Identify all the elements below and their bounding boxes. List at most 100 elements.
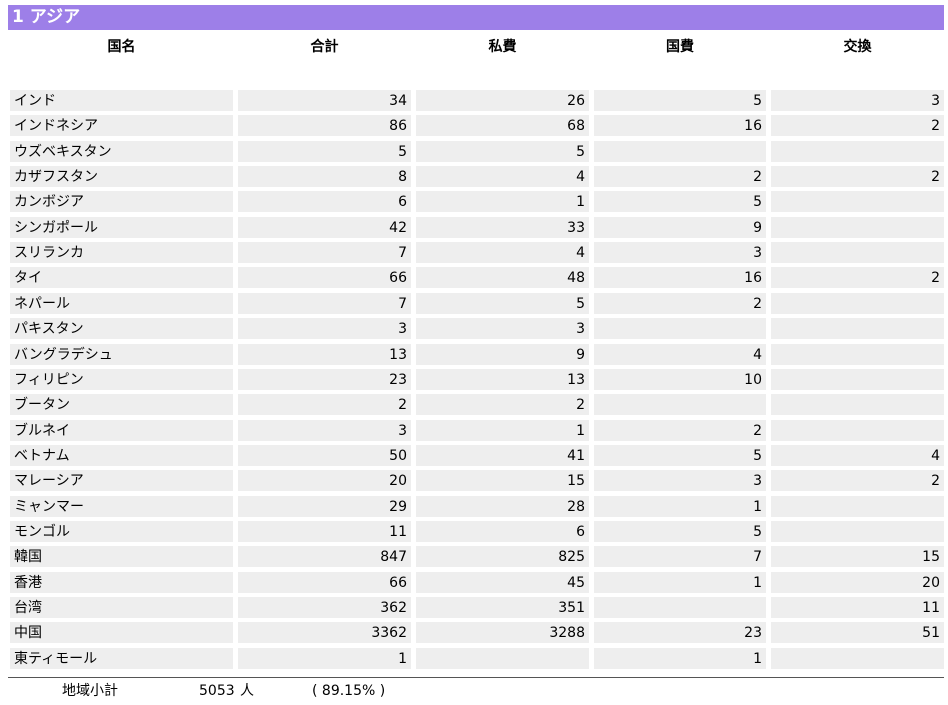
country-cell: タイ: [10, 267, 233, 289]
number-cell: 7: [594, 546, 766, 568]
country-cell: インドネシア: [10, 115, 233, 137]
number-cell: 5: [594, 444, 766, 466]
region-title: 1 アジア: [8, 5, 944, 30]
number-cell: 1: [416, 419, 589, 441]
number-cell: 11: [238, 520, 411, 542]
country-cell: インド: [10, 90, 233, 111]
number-cell: 48: [416, 267, 589, 289]
footer-label: 地域小計: [62, 683, 118, 699]
number-cell: 3: [771, 90, 944, 111]
number-cell: 3: [594, 242, 766, 264]
number-cell: [771, 520, 944, 542]
number-cell: 15: [416, 470, 589, 492]
number-cell: [771, 647, 944, 669]
country-cell: カザフスタン: [10, 166, 233, 188]
number-cell: 20: [238, 470, 411, 492]
country-cell: ミャンマー: [10, 495, 233, 517]
number-cell: [771, 216, 944, 238]
number-cell: 16: [594, 115, 766, 137]
country-cell: マレーシア: [10, 470, 233, 492]
country-cell: パキスタン: [10, 318, 233, 340]
number-cell: 86: [238, 115, 411, 137]
number-cell: 3288: [416, 622, 589, 644]
number-cell: 2: [594, 419, 766, 441]
country-cell: ブルネイ: [10, 419, 233, 441]
number-cell: [594, 597, 766, 618]
number-cell: [771, 242, 944, 264]
column-header: 国費: [666, 39, 694, 55]
number-cell: 11: [771, 597, 944, 618]
number-cell: 3: [238, 419, 411, 441]
number-cell: 5: [594, 520, 766, 542]
number-cell: 3: [238, 318, 411, 340]
footer-total: 5053: [199, 683, 235, 699]
number-cell: 10: [594, 368, 766, 390]
number-cell: 5: [416, 140, 589, 162]
number-cell: 2: [594, 166, 766, 188]
number-cell: 23: [238, 368, 411, 390]
number-cell: [771, 495, 944, 517]
number-cell: [771, 292, 944, 314]
number-cell: 8: [238, 166, 411, 188]
country-cell: スリランカ: [10, 242, 233, 264]
number-cell: [771, 394, 944, 416]
country-cell: 韓国: [10, 546, 233, 568]
number-cell: 1: [594, 647, 766, 669]
number-cell: 6: [416, 520, 589, 542]
country-cell: ウズベキスタン: [10, 140, 233, 162]
country-cell: 東ティモール: [10, 647, 233, 669]
number-cell: 29: [238, 495, 411, 517]
column-header: 交換: [843, 39, 872, 55]
number-cell: 42: [238, 216, 411, 238]
footer-unit: 人: [240, 683, 254, 699]
number-cell: 2: [238, 394, 411, 416]
country-cell: バングラデシュ: [10, 343, 233, 365]
number-cell: 825: [416, 546, 589, 568]
number-cell: 41: [416, 444, 589, 466]
number-cell: 68: [416, 115, 589, 137]
number-cell: 1: [416, 191, 589, 213]
number-cell: 45: [416, 571, 589, 593]
number-cell: 13: [238, 343, 411, 365]
number-cell: 2: [771, 166, 944, 188]
country-cell: 中国: [10, 622, 233, 644]
number-cell: 9: [416, 343, 589, 365]
number-cell: 2: [771, 470, 944, 492]
number-cell: [771, 419, 944, 441]
number-cell: [771, 140, 944, 162]
rule: [8, 677, 944, 678]
number-cell: [594, 318, 766, 340]
number-cell: 7: [238, 242, 411, 264]
country-cell: ブータン: [10, 394, 233, 416]
country-cell: フィリピン: [10, 368, 233, 390]
number-cell: 2: [416, 394, 589, 416]
number-cell: 28: [416, 495, 589, 517]
country-cell: 香港: [10, 571, 233, 593]
number-cell: 362: [238, 597, 411, 618]
number-cell: 5: [594, 90, 766, 111]
number-cell: [416, 647, 589, 669]
number-cell: [594, 140, 766, 162]
number-cell: 50: [238, 444, 411, 466]
number-cell: 4: [416, 242, 589, 264]
number-cell: 3362: [238, 622, 411, 644]
column-header: 私費: [488, 39, 517, 55]
country-cell: モンゴル: [10, 520, 233, 542]
footer-share: ( 89.15% ): [312, 683, 386, 699]
number-cell: 1: [594, 495, 766, 517]
number-cell: [771, 191, 944, 213]
number-cell: 847: [238, 546, 411, 568]
number-cell: 5: [416, 292, 589, 314]
number-cell: [594, 394, 766, 416]
number-cell: 15: [771, 546, 944, 568]
number-cell: 13: [416, 368, 589, 390]
country-cell: ネパール: [10, 292, 233, 314]
number-cell: 1: [594, 571, 766, 593]
column-header: 合計: [310, 39, 339, 55]
number-cell: 16: [594, 267, 766, 289]
number-cell: 2: [771, 115, 944, 137]
number-cell: [771, 368, 944, 390]
number-cell: 4: [416, 166, 589, 188]
number-cell: 5: [594, 191, 766, 213]
